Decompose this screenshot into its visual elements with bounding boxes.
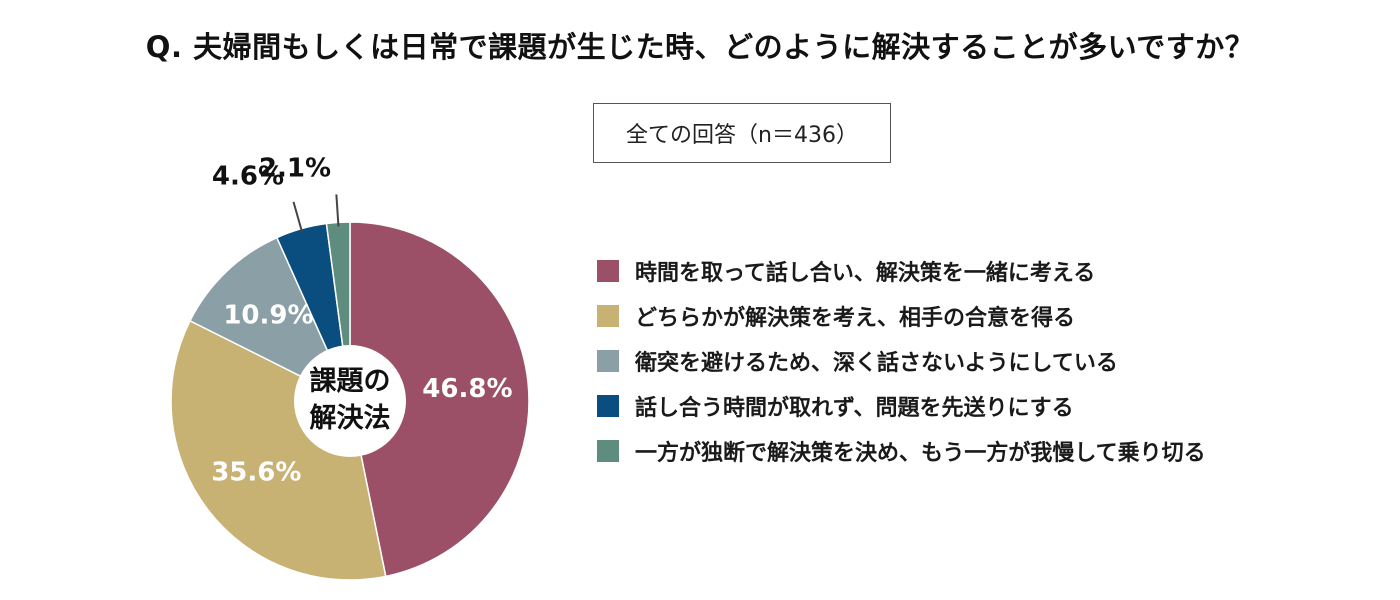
sample-size-label: 全ての回答（n＝436）: [626, 123, 858, 148]
legend-item: 話し合う時間が取れず、問題を先送りにする: [597, 383, 1206, 428]
pie-chart: 課題の 解決法 46.8% 35.6% 10.9% 4.6%2.1%: [170, 153, 530, 581]
slice-label: 10.9%: [223, 301, 313, 331]
pie-slice: [170, 319, 387, 581]
legend-item: 衛突を避けるため、深く話さないようにしている: [597, 338, 1206, 383]
legend-label: どちらかが解決策を考え、相手の合意を得る: [635, 305, 1076, 331]
slice-label: 35.6%: [211, 458, 301, 488]
legend-label: 一方が独断で解決策を決め、もう一方が我慢して乗り切る: [635, 440, 1206, 466]
legend-swatch: [597, 304, 619, 327]
sample-size-box: 全ての回答（n＝436）: [593, 103, 891, 163]
chart-title: Q. 夫婦間もしくは日常で課題が生じた時、どのように解決することが多いですか？: [145, 30, 1255, 64]
pie-slice: [188, 236, 352, 403]
legend-swatch: [597, 349, 619, 372]
slice-label: 46.8%: [422, 374, 512, 404]
legend-label: 衛突を避けるため、深く話さないようにしている: [635, 350, 1118, 376]
donut-hole: [294, 345, 406, 457]
leader-line: [292, 201, 304, 233]
legend-item: 時間を取って話し合い、解決策を一緒に考える: [597, 248, 1206, 293]
pie-slice: [349, 221, 530, 578]
legend-label: 時間を取って話し合い、解決策を一緒に考える: [635, 260, 1096, 286]
legend-label: 話し合う時間が取れず、問題を先送りにする: [635, 395, 1074, 421]
legend-swatch: [597, 394, 619, 417]
slice-label: 4.6%: [212, 162, 284, 192]
center-label-line-1: 課題の: [310, 365, 391, 397]
slice-label: 2.1%: [259, 153, 331, 183]
legend-item: 一方が独断で解決策を決め、もう一方が我慢して乗り切る: [597, 428, 1206, 473]
legend: 時間を取って話し合い、解決策を一緒に考える どちらかが解決策を考え、相手の合意を得…: [597, 248, 1206, 473]
center-label-line-2: 解決法: [310, 403, 391, 434]
legend-item: どちらかが解決策を考え、相手の合意を得る: [597, 293, 1206, 338]
legend-swatch: [597, 439, 619, 462]
legend-swatch: [597, 259, 619, 282]
leader-line: [335, 194, 340, 227]
